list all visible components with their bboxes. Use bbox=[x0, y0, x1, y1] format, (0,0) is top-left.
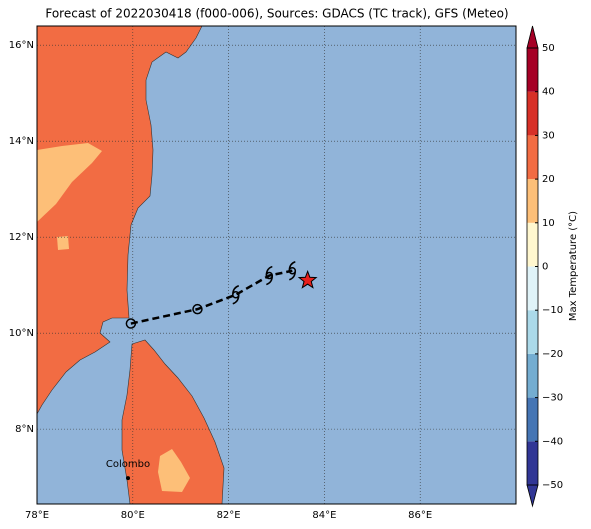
lat-tick-label: 14°N bbox=[9, 136, 34, 147]
colorbar: −50 −40 −30 −20 −10 0 10 20 30 40 50 bbox=[526, 25, 563, 508]
colorbar-band bbox=[527, 310, 538, 354]
colorbar-band bbox=[527, 266, 538, 311]
land-sri-lanka bbox=[121, 339, 225, 504]
storm-position bbox=[297, 269, 318, 289]
land-highland bbox=[37, 143, 102, 222]
colorbar-tick-label: 20 bbox=[542, 174, 555, 185]
colorbar-band bbox=[527, 353, 538, 398]
track bbox=[125, 261, 318, 329]
lat-tick-label: 10°N bbox=[9, 328, 34, 339]
lat-tick-label: 12°N bbox=[9, 232, 34, 243]
land-highland bbox=[57, 236, 69, 250]
track-line bbox=[130, 269, 293, 325]
city-dot bbox=[126, 476, 131, 481]
colorbar-tick-label: 50 bbox=[542, 43, 555, 54]
cyclone-symbol bbox=[288, 261, 297, 281]
colorbar-tick-label: 40 bbox=[542, 87, 555, 98]
colorbar-tick-label: 30 bbox=[542, 130, 555, 141]
colorbar-tick-label: 0 bbox=[542, 262, 548, 273]
title: Forecast of 2022030418 (f000-006), Sourc… bbox=[45, 7, 508, 21]
colorbar-extend-min bbox=[526, 484, 539, 508]
city-label: Colombo bbox=[106, 459, 150, 470]
lat-tick-label: 16°N bbox=[9, 40, 34, 51]
colorbar-band bbox=[527, 441, 538, 485]
cyclone-symbol bbox=[232, 285, 240, 305]
colorbar-tick-label: −20 bbox=[542, 349, 563, 360]
colorbar-tick-label: −30 bbox=[542, 393, 563, 404]
land-india bbox=[37, 26, 203, 415]
lat-tick-label: 8°N bbox=[15, 424, 34, 435]
colorbar-tick-label: −40 bbox=[542, 436, 563, 447]
map-area bbox=[37, 26, 516, 504]
colorbar-band bbox=[527, 179, 538, 223]
colorbar-tick-label: −50 bbox=[542, 480, 563, 491]
colorbar-tick-label: 10 bbox=[542, 218, 555, 229]
colorbar-band bbox=[527, 91, 538, 136]
lon-tick-label: 84°E bbox=[312, 510, 336, 521]
colorbar-band bbox=[527, 48, 538, 92]
track-point bbox=[192, 303, 203, 315]
land-highland bbox=[158, 449, 190, 492]
colorbar-band bbox=[527, 135, 538, 180]
colorbar-band bbox=[527, 397, 538, 442]
lon-tick-label: 80°E bbox=[121, 510, 145, 521]
colorbar-band bbox=[527, 222, 538, 267]
grid bbox=[37, 26, 516, 504]
lon-tick-label: 82°E bbox=[217, 510, 241, 521]
map-frame bbox=[36, 25, 517, 505]
lon-tick-label: 86°E bbox=[408, 510, 432, 521]
colorbar-tick-label: −10 bbox=[542, 305, 563, 316]
track-point bbox=[125, 318, 137, 329]
colorbar-label: Max Temperature (°C) bbox=[568, 211, 579, 321]
cyclone-symbol bbox=[265, 265, 274, 286]
lon-tick-label: 78°E bbox=[25, 510, 49, 521]
colorbar-extend-max bbox=[526, 25, 539, 49]
